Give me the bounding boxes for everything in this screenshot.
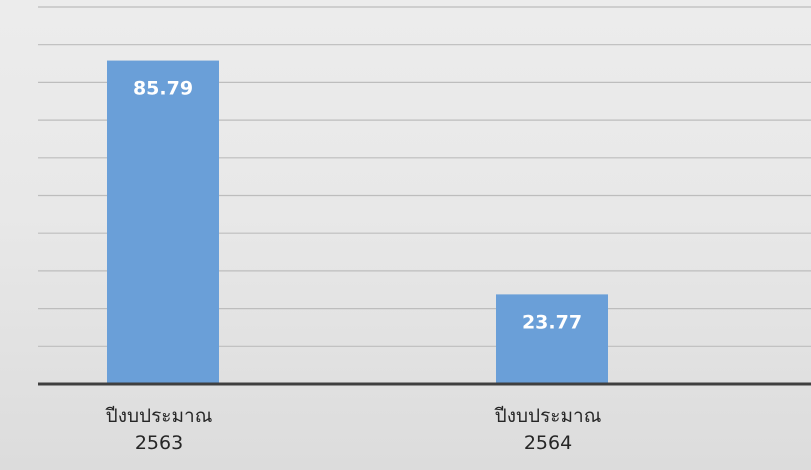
data-labels: 85.79 23.77 — [133, 78, 582, 334]
x-tick-label-1-line-0: ปีงบประมาณ — [494, 405, 601, 427]
data-label-1: 23.77 — [522, 311, 582, 333]
x-tick-label-1-line-1: 2564 — [524, 432, 572, 454]
bar-0 — [107, 60, 219, 384]
x-tick-label-0-line-0: ปีงบประมาณ — [105, 405, 212, 427]
data-label-0: 85.79 — [133, 78, 193, 100]
bar-1 — [496, 294, 608, 384]
bars — [107, 60, 608, 384]
x-tick-label-0-line-1: 2563 — [135, 432, 183, 454]
x-tick-labels: ปีงบประมาณ 2563 ปีงบประมาณ 2564 — [105, 405, 601, 454]
